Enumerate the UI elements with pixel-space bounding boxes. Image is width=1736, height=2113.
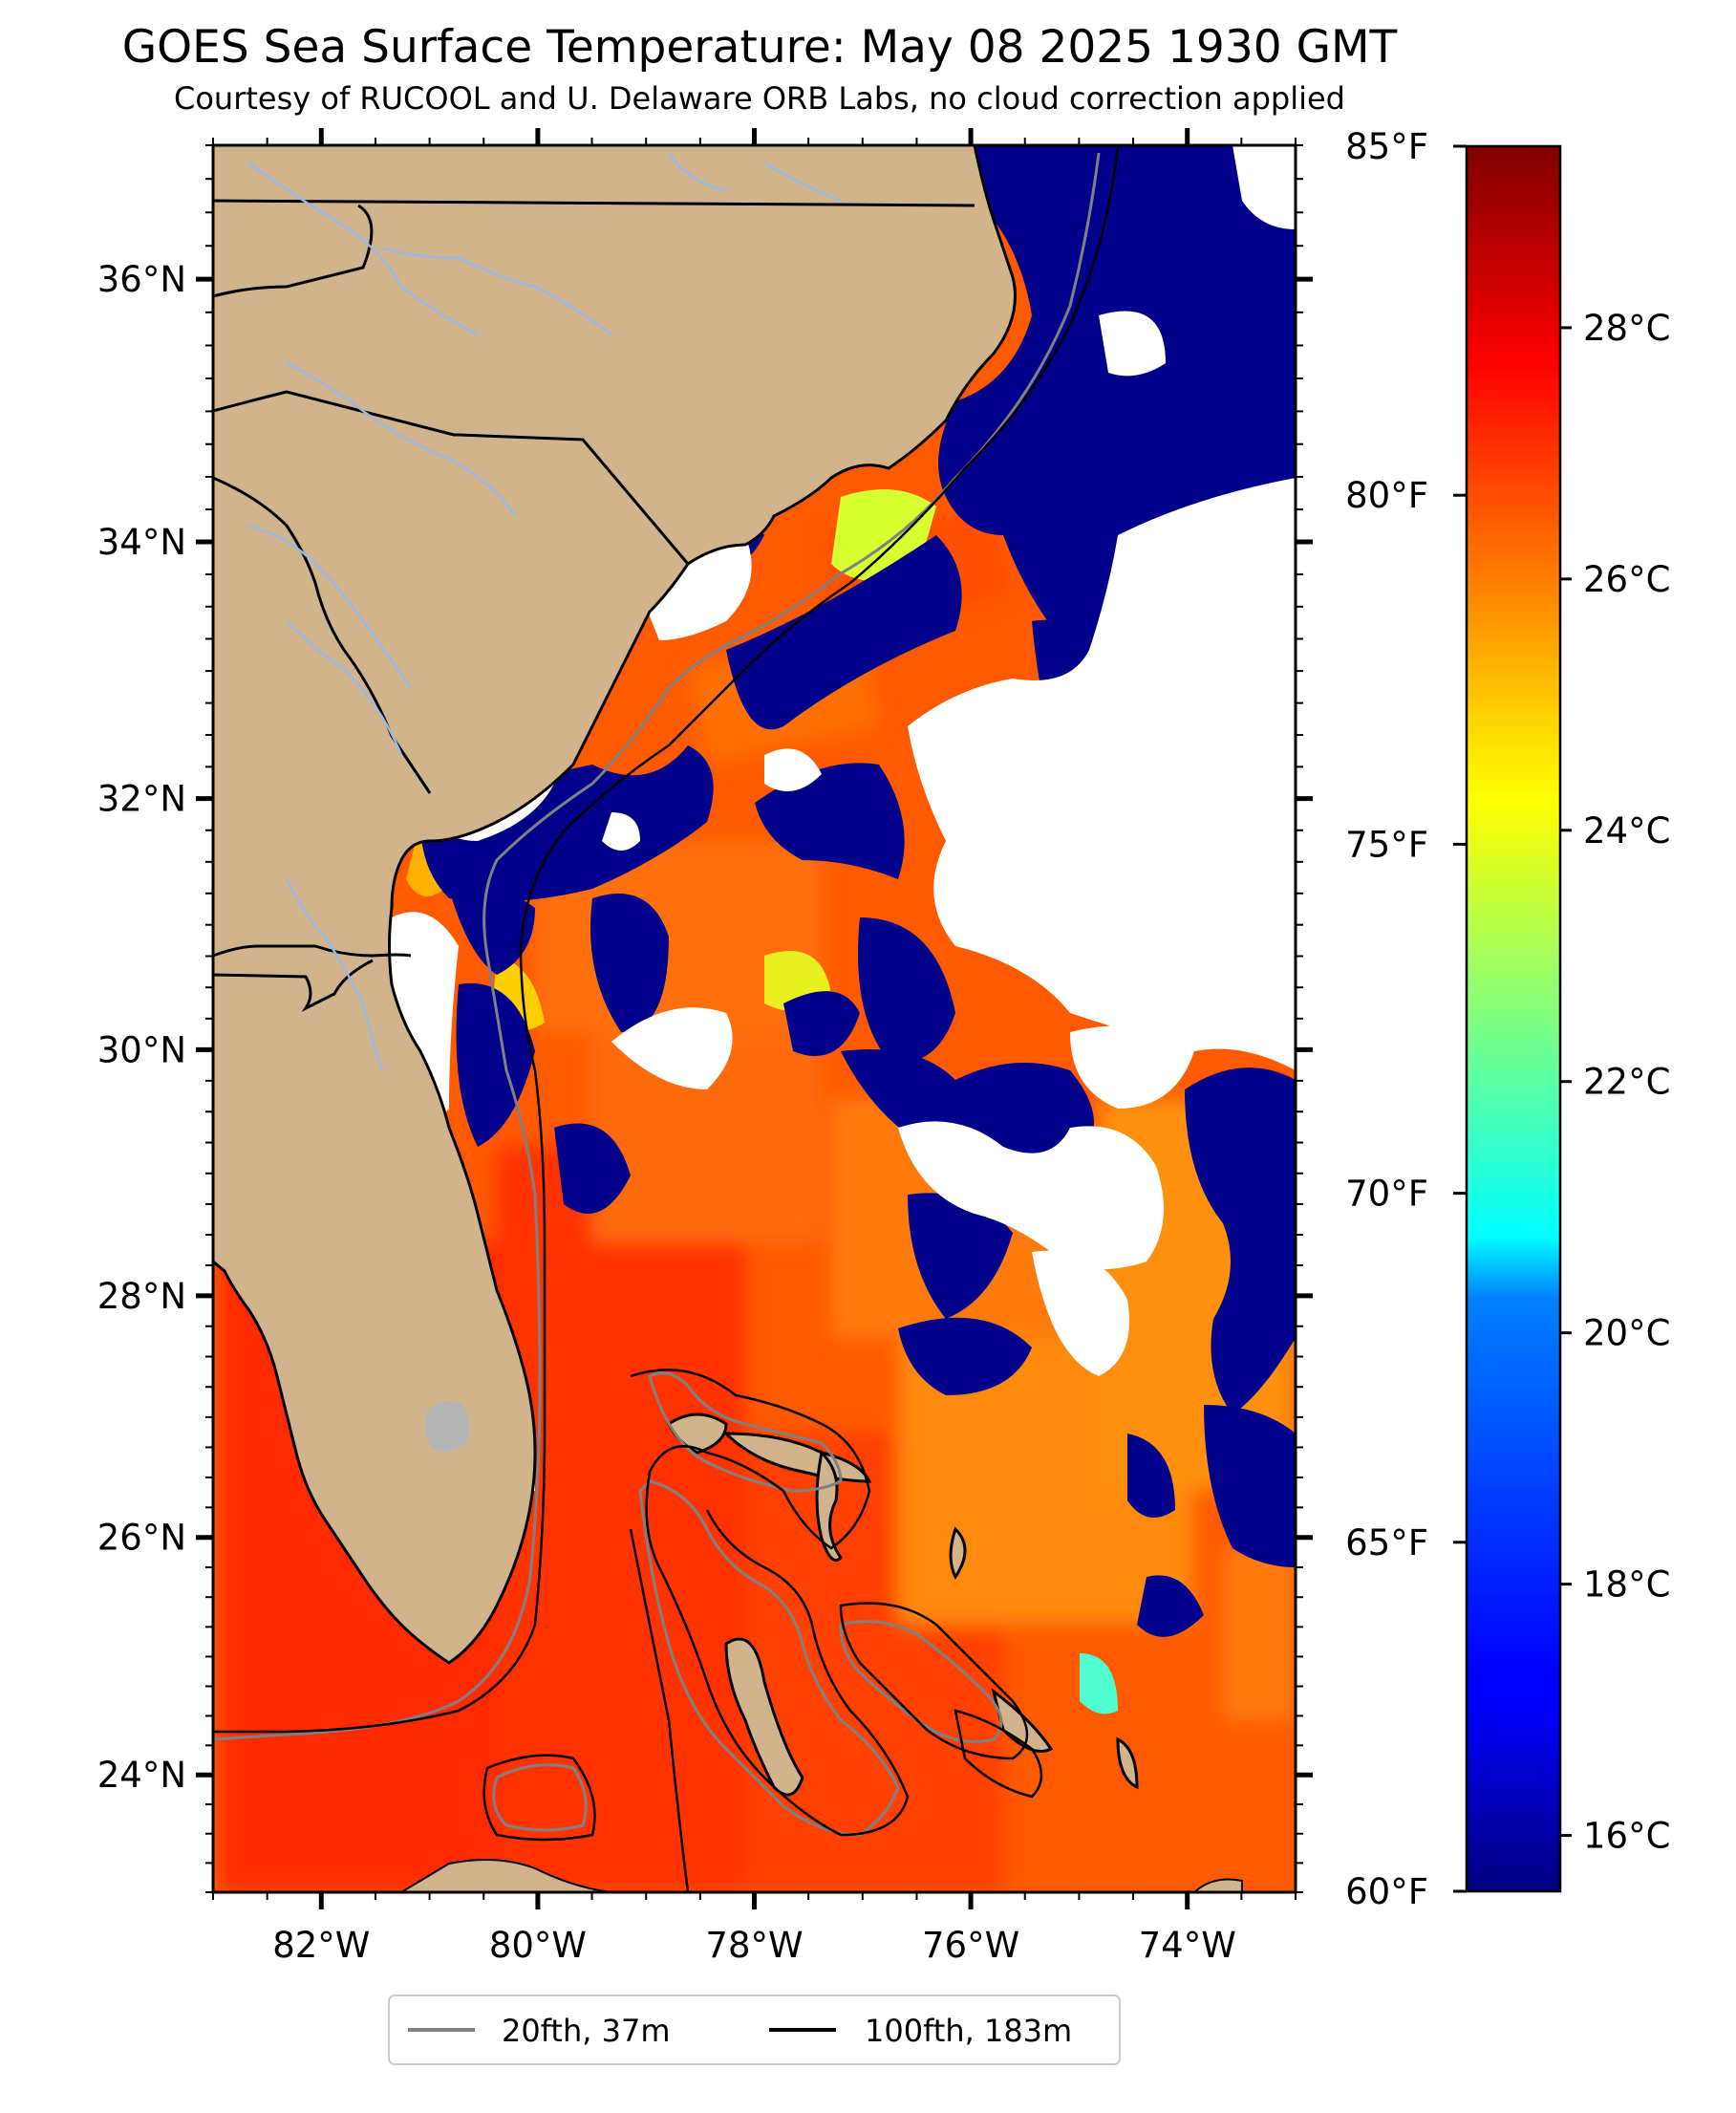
celsius-tick-label: 16°C xyxy=(1583,1816,1670,1857)
lat-tick-label: 32°N xyxy=(97,779,186,820)
colorbar-fahrenheit-ticks: 85°F 80°F 75°F 70°F 65°F 60°F xyxy=(1345,126,1467,1912)
fahrenheit-tick-label: 75°F xyxy=(1345,824,1428,865)
lon-tick-label: 82°W xyxy=(272,1925,370,1966)
fahrenheit-tick-label: 60°F xyxy=(1345,1871,1428,1912)
celsius-tick-label: 20°C xyxy=(1583,1313,1670,1354)
lat-tick-label: 26°N xyxy=(97,1518,186,1559)
lat-tick-label: 34°N xyxy=(97,522,186,563)
celsius-tick-label: 24°C xyxy=(1583,810,1670,852)
colorbar-celsius-ticks: 28°C 26°C 24°C 22°C 20°C 18°C 16°C xyxy=(1560,308,1670,1857)
lat-tick-label: 24°N xyxy=(97,1755,186,1796)
legend-label-20fth: 20fth, 37m xyxy=(502,2013,670,2049)
fahrenheit-tick-label: 80°F xyxy=(1345,475,1428,516)
celsius-tick-label: 22°C xyxy=(1583,1062,1670,1103)
celsius-tick-label: 26°C xyxy=(1583,559,1670,600)
celsius-tick-label: 18°C xyxy=(1583,1564,1670,1606)
lake-okeechobee xyxy=(425,1401,469,1452)
colorbar: 28°C 26°C 24°C 22°C 20°C 18°C 16°C 85°F 80°F 75°… xyxy=(1345,126,1670,1912)
fahrenheit-tick-label: 85°F xyxy=(1345,126,1428,167)
celsius-tick-label: 28°C xyxy=(1583,308,1670,349)
map-area xyxy=(213,145,1296,1892)
colorbar-gradient xyxy=(1467,146,1560,1891)
lat-tick-label: 36°N xyxy=(97,259,186,300)
lon-tick-label: 80°W xyxy=(489,1925,587,1966)
fahrenheit-tick-label: 70°F xyxy=(1345,1174,1428,1215)
lat-tick-label: 28°N xyxy=(97,1276,186,1317)
isobath-legend: 20fth, 37m 100fth, 183m xyxy=(389,1995,1120,2064)
legend-label-100fth: 100fth, 183m xyxy=(865,2013,1072,2049)
fahrenheit-tick-label: 65°F xyxy=(1345,1522,1428,1563)
lon-tick-label: 74°W xyxy=(1139,1925,1236,1966)
lat-tick-label: 30°N xyxy=(97,1029,186,1070)
lon-tick-label: 78°W xyxy=(705,1925,803,1966)
lon-tick-label: 76°W xyxy=(922,1925,1019,1966)
